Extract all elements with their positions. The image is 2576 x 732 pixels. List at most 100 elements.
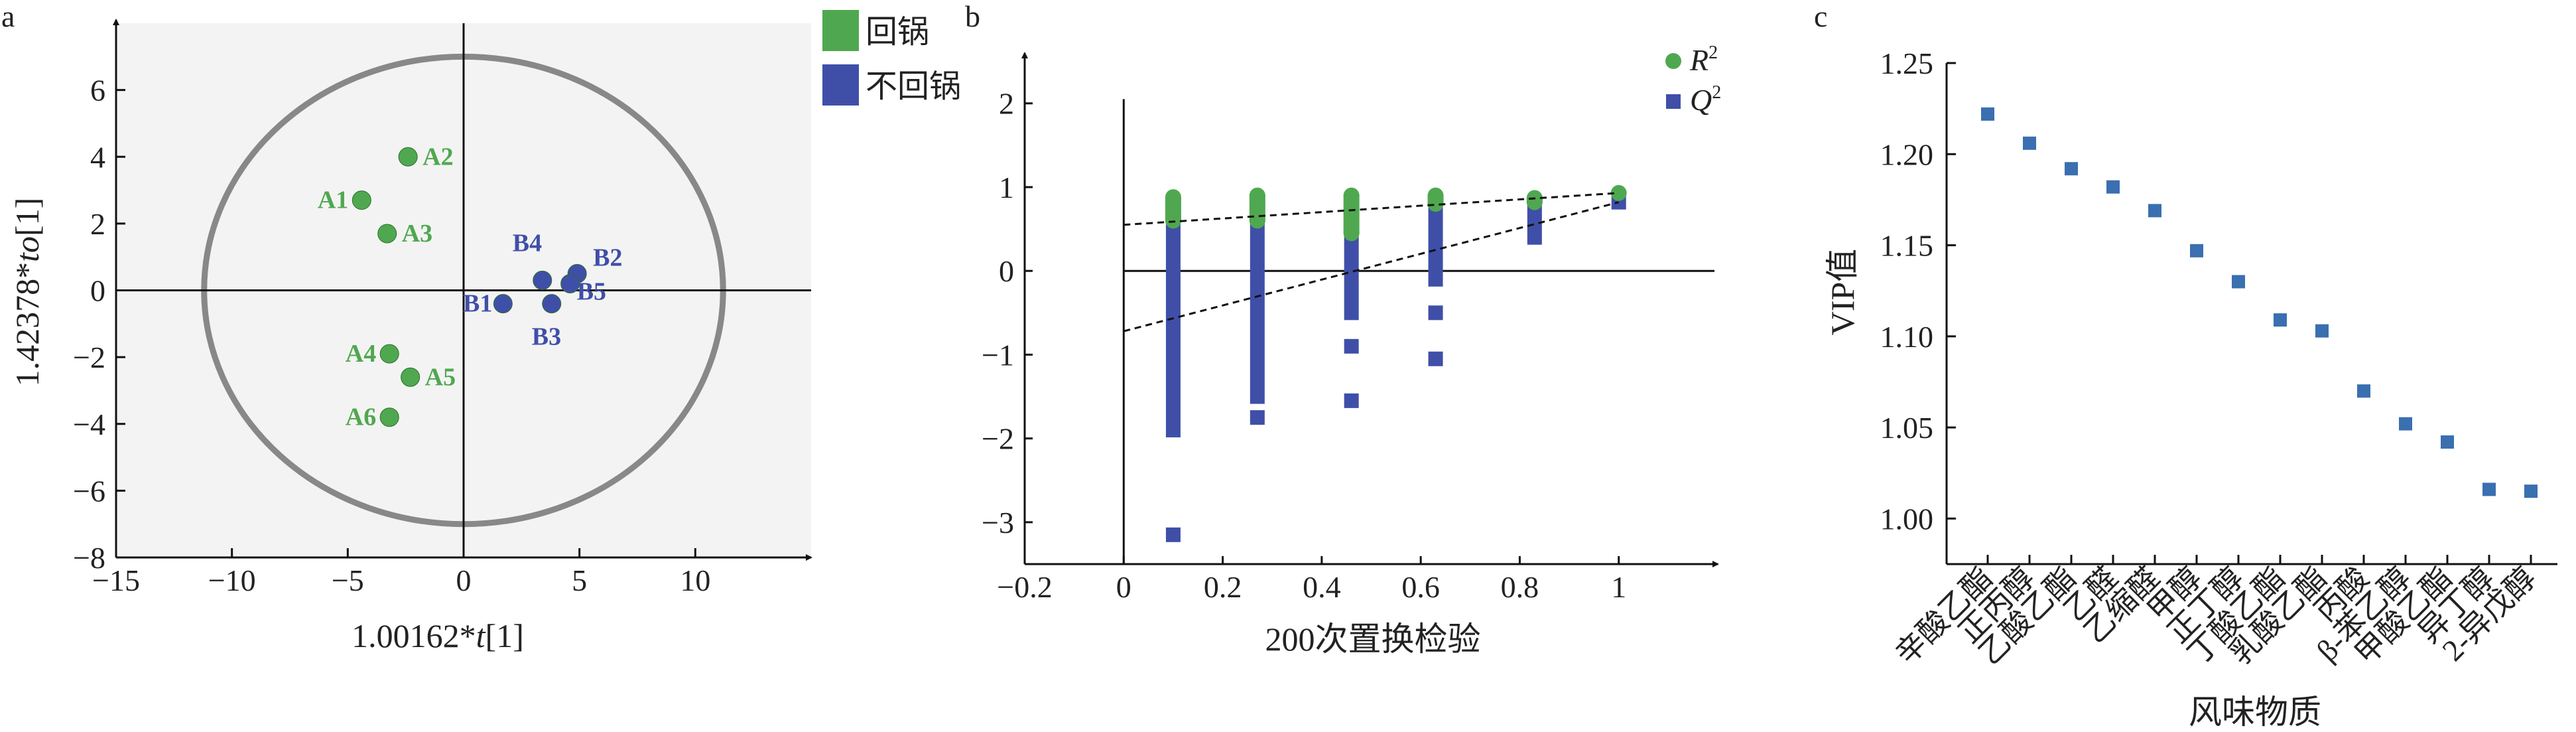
data-point-b4 — [533, 270, 552, 290]
panel-a-x-axis-label: 1.00162*t[1] — [352, 617, 524, 654]
data-point-a1 — [352, 190, 371, 210]
vip-point — [2232, 275, 2245, 289]
panel-b-regression-lines — [1123, 192, 1620, 332]
vip-point — [2399, 417, 2412, 431]
point-label-b3: B3 — [532, 323, 561, 351]
vip-point — [2441, 435, 2454, 449]
q2-point — [1344, 393, 1359, 408]
q2-point — [1250, 410, 1265, 425]
x-tick-label: 10 — [680, 563, 710, 597]
x-tick-label: 0 — [1116, 570, 1131, 604]
panel-label-c: c — [1814, 0, 1827, 33]
x-tick-label: 0 — [456, 563, 472, 597]
y-tick-label: 2 — [999, 87, 1014, 121]
r2-point — [1249, 187, 1265, 204]
panel-c-points — [1981, 107, 2538, 498]
data-point-a6 — [379, 407, 399, 427]
y-tick-label: 1.00 — [1880, 502, 1934, 536]
panel-b-legend: R2 Q2 — [1665, 42, 1721, 117]
legend-swatch-hui-guo — [822, 10, 859, 51]
legend-label-q2: Q2 — [1690, 82, 1721, 117]
vip-point — [2274, 313, 2287, 327]
y-tick-label: 2 — [90, 207, 105, 241]
point-label-a2: A2 — [422, 143, 453, 171]
panel-b-x-axis-label: 200次置换检验 — [1265, 621, 1481, 658]
q2-point-column — [1428, 200, 1443, 287]
legend-marker-q2 — [1666, 94, 1681, 109]
panel-b-ticks: −0.2 0 0.2 0.4 0.6 0.8 1 −3 −2 −1 0 1 2 — [982, 87, 1626, 604]
panel-a-ticks: −15 −10 −5 0 5 10 −8 −6 −4 −2 0 2 4 6 — [73, 19, 812, 597]
vip-point — [2023, 136, 2036, 150]
legend-label-hui-guo: 回锅 — [866, 15, 929, 50]
y-tick-label: 1 — [999, 171, 1014, 204]
r2-point — [1526, 194, 1543, 210]
vip-point — [2357, 384, 2370, 398]
x-tick-label: 0.8 — [1501, 570, 1539, 604]
x-tick-label: 0.2 — [1204, 570, 1242, 604]
q2-point — [1428, 305, 1443, 321]
y-tick-label: −1 — [982, 338, 1014, 372]
panel-b-permutation-test: −0.2 0 0.2 0.4 0.6 0.8 1 −3 −2 −1 0 1 2 200次置换检验 R2 … — [982, 42, 1721, 658]
point-label-b4: B4 — [513, 229, 542, 257]
point-label-b5: B5 — [577, 277, 606, 305]
y-tick-label: −2 — [73, 340, 105, 374]
legend-label-bu-hui-guo: 不回锅 — [866, 69, 961, 104]
panel-c-vip-plot: 1.00 1.05 1.10 1.15 1.20 1.25 辛酸乙酯正丙醇乙酸乙酯乙醛乙缩… — [1824, 46, 2557, 731]
vip-point — [2524, 484, 2538, 498]
legend-label-r2: R2 — [1689, 42, 1718, 77]
vip-point — [2190, 244, 2203, 257]
regression-line-r2 — [1124, 192, 1619, 226]
vip-point — [2148, 204, 2161, 218]
regression-line-q2 — [1123, 201, 1620, 332]
q2-point-column — [1527, 204, 1542, 245]
y-tick-label: 6 — [90, 74, 105, 108]
y-tick-label: 0 — [999, 254, 1014, 288]
panel-a-y-axis-label: 1.42378*to[1] — [9, 198, 46, 387]
y-tick-label: 1.20 — [1880, 137, 1934, 171]
q2-point — [1165, 527, 1181, 542]
point-label-a6: A6 — [346, 403, 376, 431]
data-point-b3 — [542, 294, 562, 314]
panel-label-b: b — [965, 0, 980, 33]
point-label-a5: A5 — [425, 363, 456, 391]
q2-point-column — [1250, 213, 1265, 404]
y-tick-label: −3 — [982, 506, 1014, 540]
y-tick-label: −4 — [73, 407, 105, 441]
r2-point — [1165, 189, 1181, 206]
vip-point — [2315, 324, 2329, 338]
panel-a-points: A1 A2 A3 A4 A5 A6 B1 B2 B3 B4 B5 — [318, 143, 623, 431]
point-label-a3: A3 — [402, 220, 432, 248]
panel-a-legend: 回锅 不回锅 — [822, 10, 961, 106]
legend-marker-r2 — [1665, 53, 1681, 69]
panel-c-category-labels: 辛酸乙酯正丙醇乙酸乙酯乙醛乙缩醛甲醇正丁醇丁酸乙酯乳酸乙酯丙酸β-苯乙醇甲酸乙酯… — [1889, 561, 2542, 671]
panel-c-y-axis-label: VIP值 — [1824, 249, 1861, 336]
vip-point — [1981, 107, 1994, 121]
q2-point — [1344, 338, 1359, 354]
x-tick-label: −10 — [208, 563, 256, 597]
data-point-b1 — [493, 294, 513, 314]
data-point-a5 — [401, 367, 420, 387]
y-tick-label: −8 — [73, 541, 105, 575]
vip-point — [2482, 482, 2496, 496]
data-point-a4 — [379, 344, 399, 364]
data-point-b5 — [560, 273, 580, 293]
x-tick-label: −5 — [332, 563, 364, 597]
y-tick-label: 1.15 — [1880, 229, 1934, 263]
r2-point — [1343, 187, 1360, 204]
x-tick-label: 0.6 — [1401, 570, 1440, 604]
y-tick-label: 1.10 — [1880, 320, 1934, 354]
panel-c-x-axis-label: 风味物质 — [2189, 694, 2321, 731]
panel-a-score-plot: −15 −10 −5 0 5 10 −8 −6 −4 −2 0 2 4 6 A1 A2 A3 A4 A5 A6 B1 B… — [9, 19, 812, 654]
q2-point-column — [1165, 213, 1181, 438]
y-tick-label: 0 — [90, 274, 105, 308]
panel-label-a: a — [1, 0, 15, 33]
data-point-a2 — [398, 147, 418, 167]
y-tick-label: −6 — [73, 474, 105, 508]
y-tick-label: −2 — [982, 422, 1014, 456]
point-label-b1: B1 — [463, 290, 492, 318]
data-point-a3 — [377, 224, 397, 244]
x-tick-label: 5 — [572, 563, 587, 597]
point-label-b2: B2 — [593, 244, 622, 271]
x-tick-label: −15 — [92, 563, 140, 597]
